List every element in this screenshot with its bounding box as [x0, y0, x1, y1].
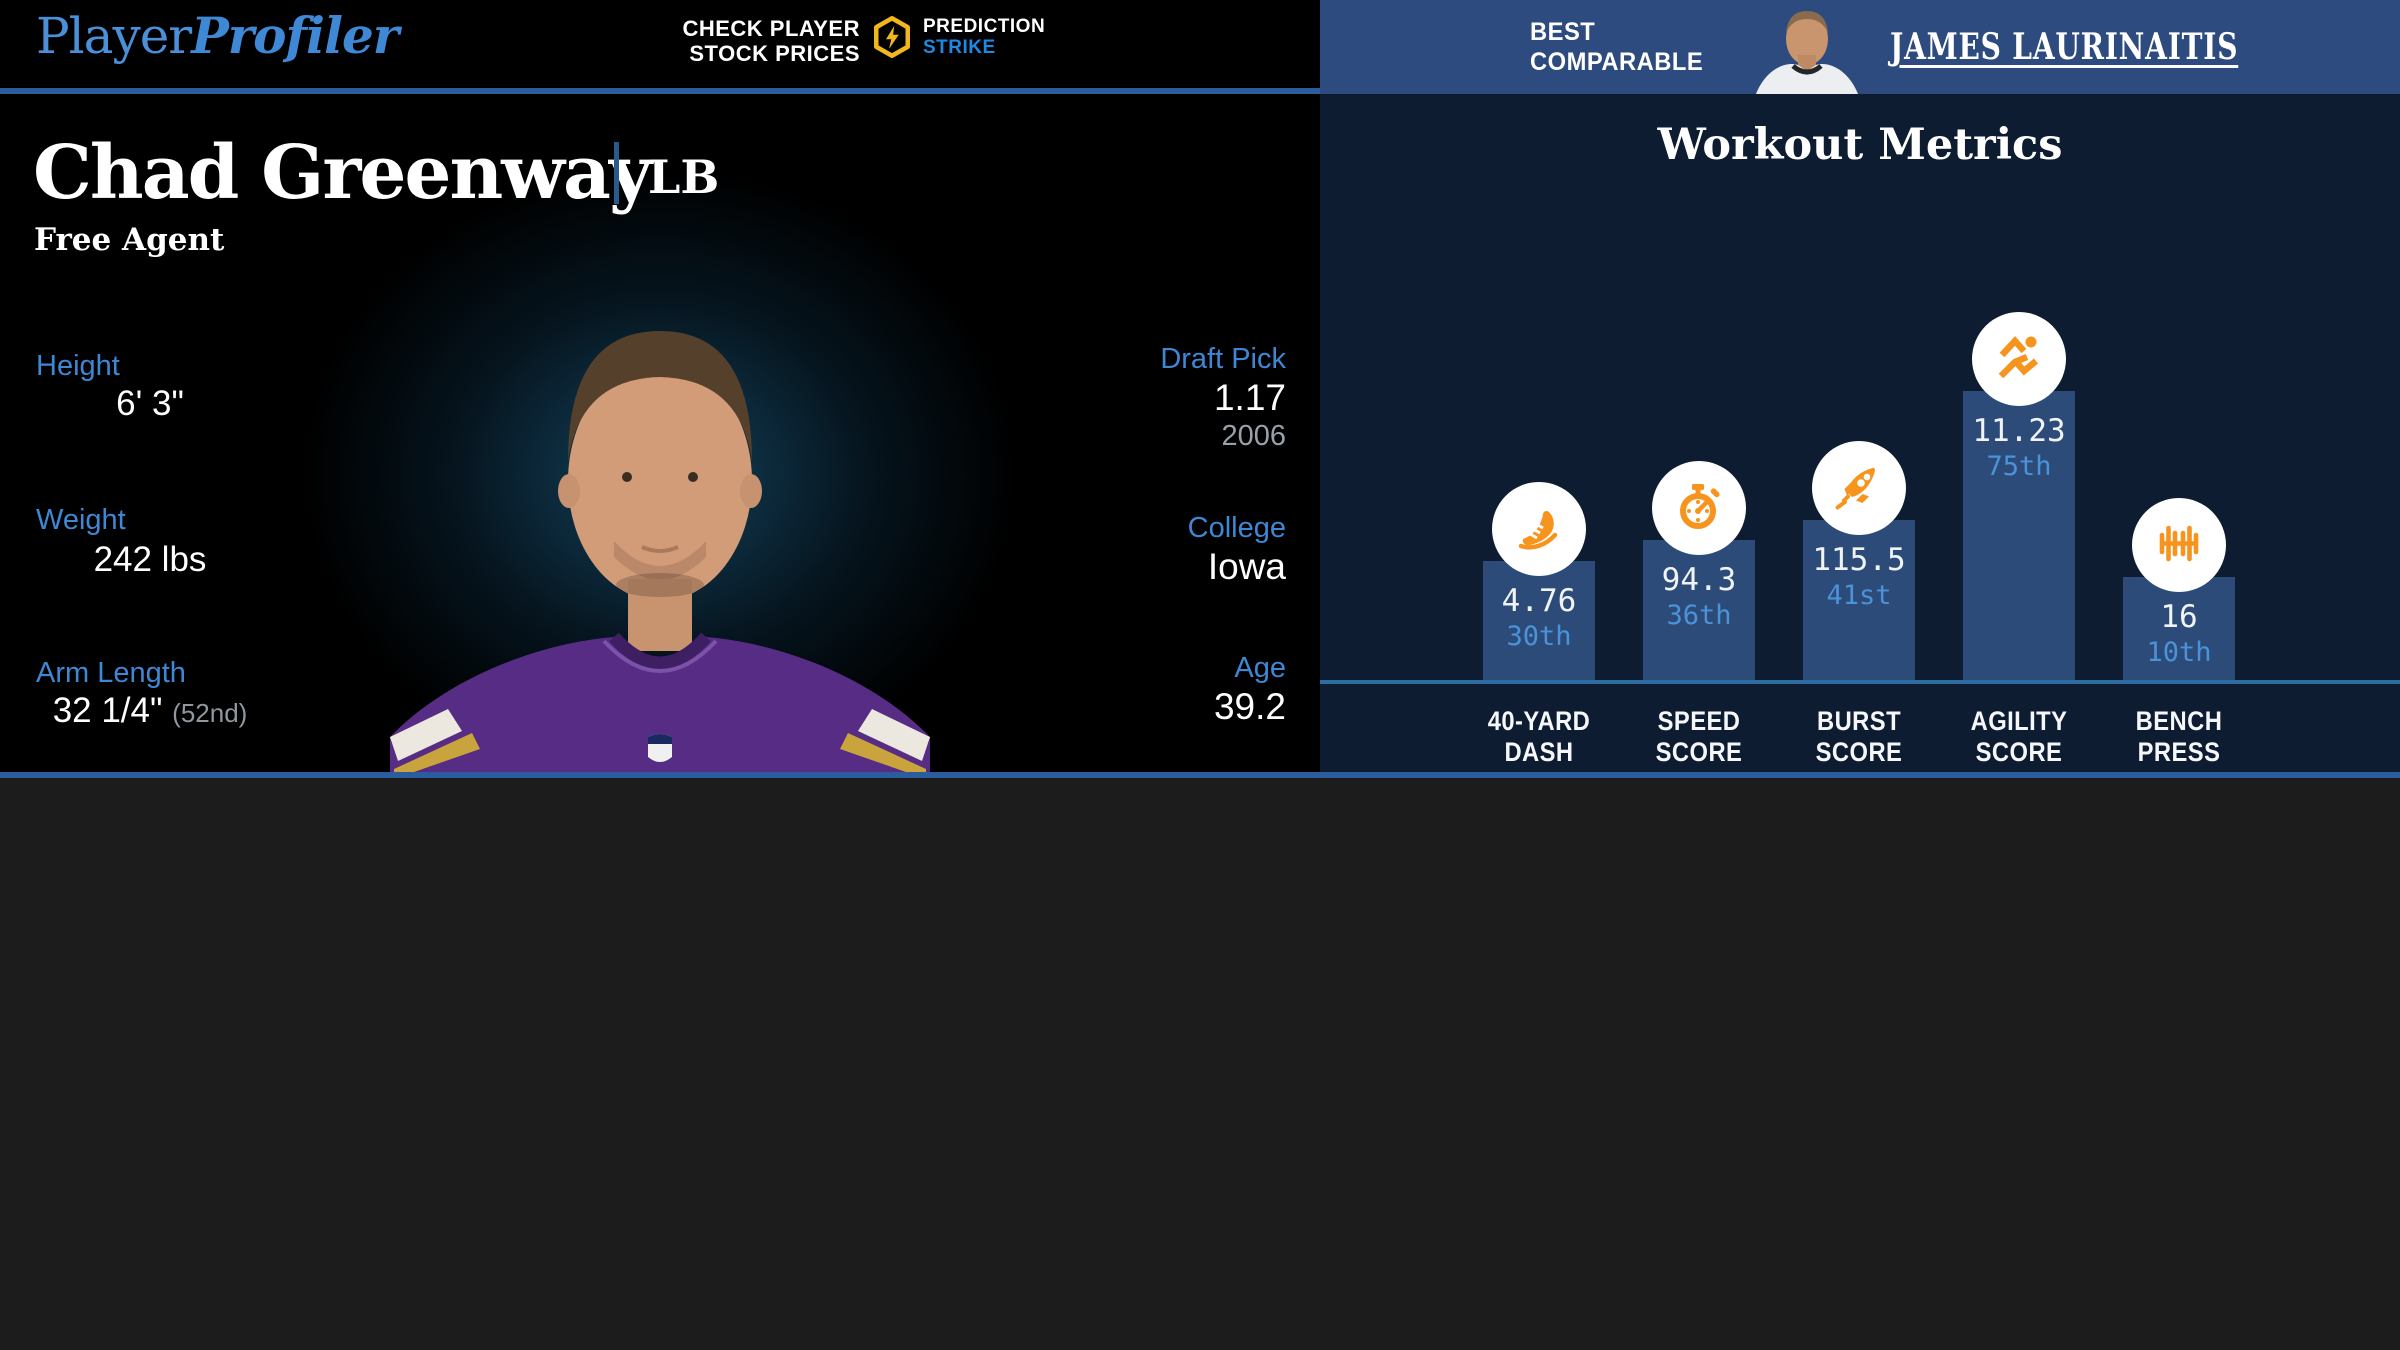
- metric-label-line1: AGILITY: [1970, 706, 2068, 736]
- metric-value: 16: [2160, 599, 2198, 635]
- stock-line1: CHECK PLAYER: [682, 16, 860, 41]
- metric-label: BENCH PRESS: [2100, 706, 2258, 768]
- metric-bar-3: [1963, 391, 2075, 680]
- metric-icon-circle-4: [2132, 498, 2226, 592]
- metric-label-line2: SCORE: [1815, 737, 1903, 767]
- metric-value: 11.23: [1972, 413, 2066, 449]
- metric-label-line2: DASH: [1504, 737, 1574, 767]
- player-team-status: Free Agent: [34, 222, 225, 258]
- metric-bar-1: [1643, 540, 1755, 680]
- best-comparable-label: BEST COMPARABLE: [1530, 17, 1703, 77]
- metric-percentile: 10th: [2146, 637, 2212, 668]
- stock-line2: STOCK PRICES: [689, 41, 860, 66]
- metric-value: 94.3: [1661, 562, 1737, 598]
- lightning-hexagon-icon: [874, 16, 910, 58]
- prediction-strike-text: PREDICTION STRIKE: [923, 16, 1045, 58]
- arm-length-rank: (52nd): [172, 698, 248, 728]
- best-comparable-header: BEST COMPARABLE JAMES LAURINAITIS: [1320, 0, 2400, 94]
- college-label: College: [1187, 512, 1286, 544]
- weight-label: Weight: [36, 504, 126, 536]
- runner-icon: [1991, 329, 2047, 390]
- age-value: 39.2: [1213, 686, 1286, 727]
- check-player-stock-prices-link[interactable]: CHECK PLAYER STOCK PRICES: [620, 16, 860, 66]
- comparable-player-avatar[interactable]: [1748, 5, 1866, 94]
- chart-baseline: [1320, 680, 2400, 684]
- prediction-line: PREDICTION: [923, 16, 1046, 37]
- best-label-line2: COMPARABLE: [1530, 48, 1704, 76]
- metric-label: SPEED SCORE: [1620, 706, 1778, 768]
- player-photo: [390, 331, 930, 772]
- arm-length-label: Arm Length: [36, 657, 186, 689]
- arm-length-value: 32 1/4" (52nd): [0, 691, 300, 731]
- draft-pick-label: Draft Pick: [1160, 343, 1286, 375]
- name-position-divider: [614, 142, 619, 204]
- metric-percentile: 30th: [1506, 621, 1572, 652]
- playerprofiler-logo[interactable]: PlayerProfiler: [36, 6, 399, 65]
- metric-label: AGILITY SCORE: [1940, 706, 2098, 768]
- college-value: Iowa: [1207, 546, 1286, 587]
- logo-text-player: Player: [36, 7, 192, 65]
- top-header: PlayerProfiler CHECK PLAYER STOCK PRICES…: [0, 0, 1320, 88]
- metric-label: BURST SCORE: [1780, 706, 1938, 768]
- height-label: Height: [36, 350, 120, 382]
- logo-text-profiler: Profiler: [191, 6, 399, 65]
- best-label-line1: BEST: [1530, 18, 1596, 46]
- prediction-strike-badge[interactable]: PREDICTION STRIKE: [874, 16, 1045, 58]
- draft-year: 2006: [1221, 420, 1286, 452]
- barbell-icon: [2151, 515, 2207, 576]
- metric-icon-circle-0: [1492, 482, 1586, 576]
- metric-bar-2: [1803, 520, 1915, 680]
- player-name: Chad Greenway: [33, 130, 652, 216]
- workout-metrics-title: Workout Metrics: [1657, 120, 2063, 170]
- shoe-icon: [1511, 499, 1567, 560]
- strike-line: STRIKE: [923, 37, 996, 58]
- metric-value: 4.76: [1501, 583, 1577, 619]
- player-position: LB: [648, 150, 720, 204]
- comparable-player-link[interactable]: JAMES LAURINAITIS: [1890, 26, 2239, 68]
- metric-percentile: 41st: [1826, 580, 1892, 611]
- arm-length-number: 32 1/4": [52, 691, 163, 730]
- metric-label-line2: PRESS: [2137, 737, 2221, 767]
- metric-label-line1: BURST: [1816, 706, 1902, 736]
- metric-bar-4: [2123, 577, 2235, 680]
- metric-label-line2: SCORE: [1975, 737, 2063, 767]
- stopwatch-icon: [1671, 478, 1727, 539]
- workout-metrics-panel: Workout Metrics 4.76 30th 40-YARD DASH 94.3…: [1320, 94, 2400, 772]
- metric-label: 40-YARD DASH: [1460, 706, 1618, 768]
- panel-bottom-divider-line: [0, 772, 2400, 778]
- rocket-icon: [1831, 458, 1887, 519]
- metric-label-line1: SPEED: [1657, 706, 1741, 736]
- metric-value: 115.5: [1812, 542, 1906, 578]
- metric-icon-circle-3: [1972, 312, 2066, 406]
- metric-bar-0: [1483, 561, 1595, 680]
- age-label: Age: [1234, 652, 1286, 684]
- header-divider-line: [0, 88, 1320, 94]
- height-value: 6' 3": [116, 384, 184, 423]
- workout-metrics-chart: 4.76 30th 40-YARD DASH 94.3 36th SPEED SCORE 1…: [1320, 94, 2400, 772]
- weight-value: 242 lbs: [93, 540, 207, 579]
- metric-percentile: 75th: [1986, 451, 2052, 482]
- metric-label-line1: 40-YARD: [1487, 706, 1591, 736]
- metric-label-line1: BENCH: [2135, 706, 2223, 736]
- draft-pick-value: 1.17: [1213, 377, 1286, 418]
- metric-label-line2: SCORE: [1655, 737, 1743, 767]
- player-profile-panel: Chad Greenway LB Free Agent Height 6' 3"…: [0, 94, 1320, 772]
- metric-percentile: 36th: [1666, 600, 1732, 631]
- metric-icon-circle-2: [1812, 441, 1906, 535]
- metric-icon-circle-1: [1652, 461, 1746, 555]
